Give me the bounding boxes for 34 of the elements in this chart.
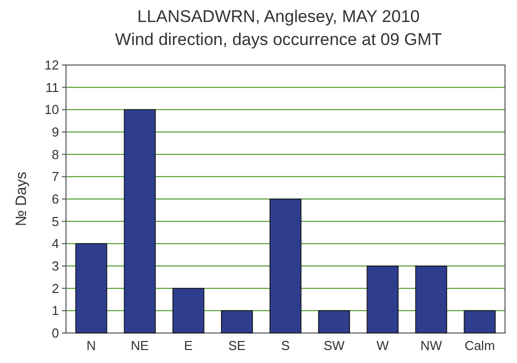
bar [318,310,350,334]
x-tick-label: NE [130,338,150,353]
y-tick-label: 2 [52,280,59,296]
y-tick-label: 8 [52,146,59,162]
x-tick-label: E [184,338,194,353]
y-tick-label: 11 [46,80,59,95]
x-tick-label: W [376,338,390,353]
y-tick-label: 5 [52,214,59,229]
x-tick-label: S [281,338,290,353]
y-tick-label: 4 [52,236,59,252]
chart-title: LLANSADWRN, Anglesey, MAY 2010 [137,7,420,26]
bar [270,198,302,334]
y-tick-label: 0 [52,326,59,341]
y-tick-label: 12 [44,58,59,73]
y-tick-label: 6 [52,192,59,207]
bar [124,109,156,334]
y-tick-label: 3 [52,258,59,274]
y-tick-label: 10 [44,102,59,118]
bar [172,288,204,334]
x-tick-label: SE [228,338,246,353]
x-tick-label: N [86,338,96,353]
y-tick-label: 7 [52,169,59,184]
y-tick-label: 9 [52,124,59,140]
x-tick-label: NW [420,338,443,353]
bar [221,310,253,334]
y-tick-label: 1 [52,303,59,318]
bar [415,266,448,334]
chart-subtitle: Wind direction, days occurrence at 09 GMT [115,30,442,49]
bar [366,266,399,334]
x-tick-label: Calm [464,338,495,353]
bar [464,310,496,334]
y-axis-title: № Days [13,172,30,226]
x-tick-label: SW [324,338,346,353]
bar [75,243,108,334]
